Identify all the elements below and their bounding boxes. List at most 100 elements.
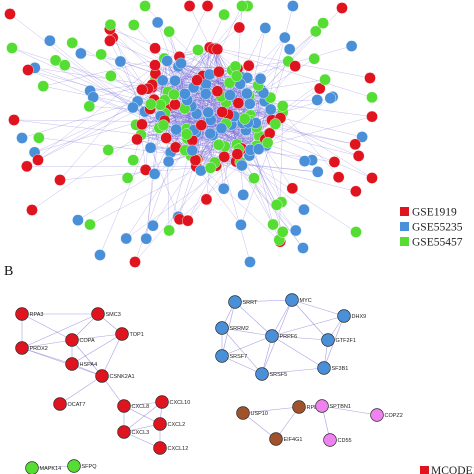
network-edge [152, 158, 198, 226]
network-node [309, 25, 322, 38]
gene-node-sf3b1 [317, 361, 331, 375]
network-node [83, 100, 96, 113]
network-node [217, 182, 230, 195]
network-node [102, 144, 115, 156]
network-node [242, 59, 255, 72]
network-node [22, 64, 34, 76]
legend-label-mcode1: MCODE1 [431, 465, 474, 474]
module-edge [261, 367, 325, 375]
module-edge [101, 333, 123, 377]
network-edge [250, 149, 282, 203]
network-node [54, 174, 66, 186]
gene-label-smc3: SMC3 [106, 312, 121, 318]
module-edge [242, 412, 277, 440]
network-node [75, 47, 87, 60]
gene-node-myc [285, 293, 299, 307]
network-node [204, 127, 217, 140]
network-node [195, 164, 207, 177]
network-node [232, 97, 245, 109]
network-node [104, 35, 116, 47]
gene-node-cxcl3 [117, 425, 131, 439]
network-edge [59, 58, 165, 181]
network-node [211, 43, 224, 56]
module-edge [123, 401, 163, 433]
network-node [244, 256, 256, 268]
network-edge [11, 47, 142, 90]
network-node [44, 34, 56, 47]
network-node [213, 65, 225, 78]
network-node [147, 219, 159, 232]
network-node [252, 143, 265, 155]
network-node [114, 55, 127, 68]
module-edge [221, 335, 273, 357]
network-node [289, 60, 301, 72]
network-node [129, 256, 141, 268]
network-edge [34, 107, 134, 153]
network-edge [26, 58, 165, 167]
network-node [218, 151, 231, 163]
network-node [21, 160, 33, 173]
gene-node-copa [65, 333, 79, 347]
legend-label-gse55457: GSE55457 [412, 237, 463, 249]
gene-label-srrt: SRRT [243, 300, 259, 306]
gene-node-cxcl8 [117, 399, 131, 413]
gene-label-ocat7: OCAT7 [68, 402, 86, 408]
gene-label-mapk14: MAPK14 [40, 466, 62, 472]
network-edge [154, 99, 357, 233]
network-node [215, 122, 228, 135]
network-node [127, 154, 140, 166]
gene-label-dhx9: DHX9 [352, 314, 367, 320]
network-edge [162, 61, 289, 81]
network-node [267, 218, 279, 231]
module-edge [71, 339, 103, 377]
mcode-legend-partial: MCODE1 [420, 465, 474, 474]
module-edge [71, 333, 123, 365]
network-node [37, 80, 50, 92]
gene-node-rpl27a [292, 400, 306, 414]
network-node [224, 89, 236, 101]
module-edge [321, 405, 378, 416]
network-node [212, 138, 225, 151]
network-node [191, 74, 203, 86]
gene-label-sf3b1: SF3B1 [332, 366, 349, 372]
network-node [180, 128, 193, 140]
gene-label-top1: TOP1 [130, 332, 144, 338]
network-node [311, 166, 324, 178]
module-edge [31, 465, 75, 469]
network-node [237, 189, 249, 201]
network-node [121, 172, 134, 184]
gene-node-srrt [228, 295, 242, 309]
network-edge [21, 91, 168, 139]
network-edge [178, 135, 213, 217]
module-edge [21, 313, 73, 341]
network-edge [38, 137, 237, 162]
module-edge [21, 339, 73, 349]
network-node [151, 16, 164, 29]
module-edge [221, 327, 263, 375]
legend-label-gse1919: GSE1919 [412, 207, 457, 219]
module-edge [271, 335, 329, 341]
network-node [279, 31, 291, 44]
network-edge [157, 22, 180, 57]
network-node [144, 98, 157, 110]
gene-node-eif4g1 [269, 432, 283, 446]
network-node [149, 42, 161, 55]
panel-b-edges [21, 299, 378, 469]
network-edge [260, 37, 286, 79]
module-edge [221, 355, 263, 375]
network-node [175, 57, 187, 70]
network-edge [240, 161, 356, 192]
gene-node-sptbn1 [315, 399, 329, 413]
network-node [94, 249, 106, 261]
legend-label-gse55235: GSE55235 [412, 222, 463, 234]
network-node [140, 232, 153, 245]
gene-label-cd55: CD55 [338, 438, 352, 444]
network-node [169, 74, 181, 87]
network-node [276, 226, 289, 238]
network-node [236, 0, 248, 12]
module-edge [59, 375, 103, 405]
network-edge [209, 47, 373, 98]
network-node [33, 131, 45, 144]
network-node [269, 118, 282, 130]
